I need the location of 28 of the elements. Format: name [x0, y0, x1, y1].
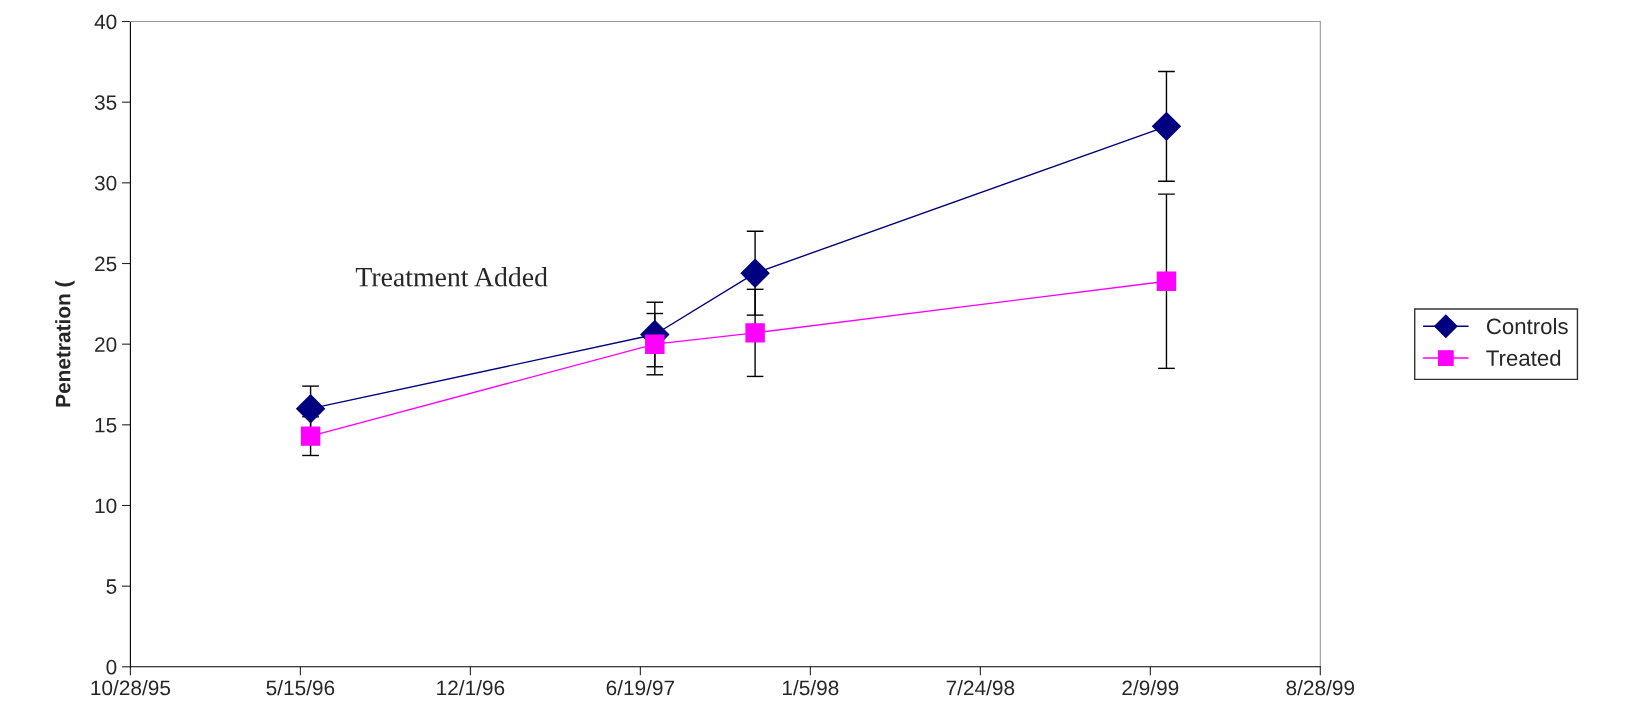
y-tick-label: 20 [95, 337, 117, 352]
legend-label: Controls [1486, 317, 1568, 335]
x-tick-label: 1/5/98 [782, 680, 839, 696]
x-tick-label: 10/28/95 [91, 680, 171, 696]
point [1152, 111, 1181, 141]
y-tick-label: 10 [95, 498, 117, 514]
y-tick-label: 25 [95, 256, 117, 272]
x-tick-label: 2/9/99 [1122, 680, 1179, 696]
point [745, 323, 765, 343]
y-tick-label: 15 [95, 418, 117, 433]
annotation: Treatment Added [355, 267, 548, 287]
y-axis-title: Penetration ( [55, 280, 75, 407]
x-tick-label: 12/1/96 [437, 680, 505, 696]
x-tick-label: 7/24/98 [946, 680, 1015, 696]
y-tick-label: 5 [106, 579, 117, 594]
y-tick-label: 35 [94, 95, 117, 110]
x-tick-label: 6/19/97 [606, 680, 675, 696]
point [300, 426, 321, 446]
y-tick-label: 40 [94, 14, 117, 30]
point [740, 258, 770, 288]
point [645, 334, 665, 354]
y-tick-label: 0 [106, 659, 117, 675]
legend-label: Treated [1486, 349, 1561, 367]
point [296, 394, 326, 424]
y-tick-label: 30 [94, 175, 117, 191]
x-tick-label: 5/15/96 [266, 680, 335, 696]
point [1156, 271, 1177, 291]
x-tick-label: 8/28/99 [1286, 680, 1355, 696]
